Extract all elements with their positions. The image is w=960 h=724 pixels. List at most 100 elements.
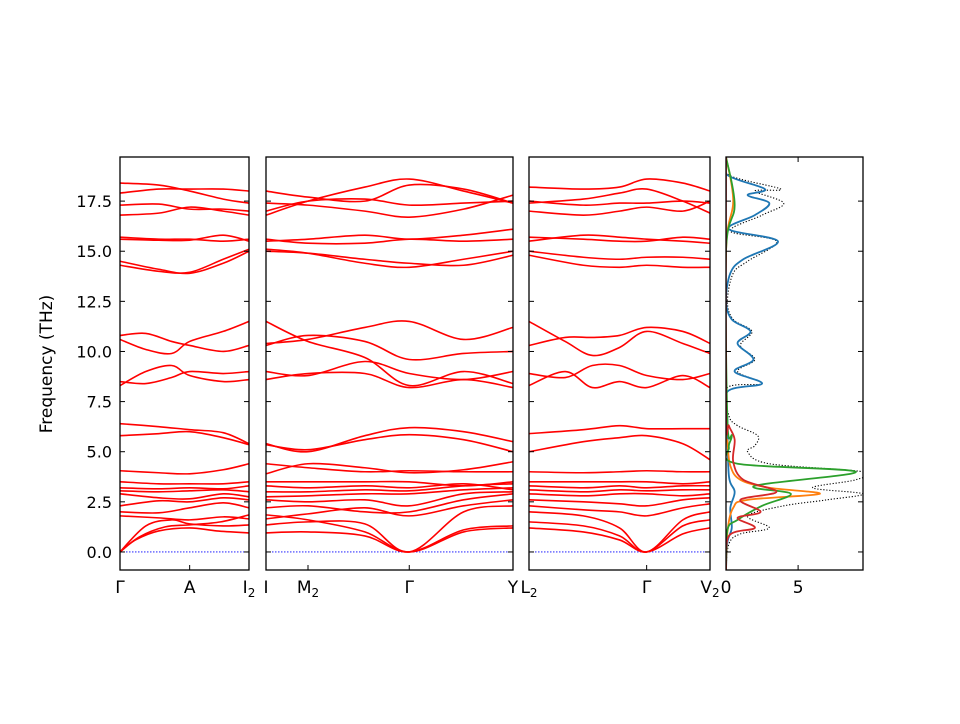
k-point-label: Γ	[115, 578, 125, 598]
phonon-band	[119, 515, 250, 521]
phonon-band	[265, 480, 514, 487]
phonon-band	[528, 497, 711, 507]
phonon-band	[528, 363, 711, 381]
phonon-band	[528, 234, 711, 245]
k-point-label: I2	[243, 578, 256, 600]
band-panel-frame	[265, 156, 514, 571]
phonon-band	[119, 236, 250, 243]
phonon-band	[119, 502, 250, 514]
phonon-band	[528, 200, 711, 206]
k-point-label: I	[263, 578, 268, 598]
band-panel-3: L2 Γ V2	[520, 156, 720, 600]
phonon-band	[528, 187, 711, 214]
phonon-band	[265, 487, 514, 498]
phonon-band	[265, 491, 514, 507]
phonon-band	[265, 194, 514, 218]
phonon-band	[119, 206, 250, 216]
phonon-band	[265, 250, 514, 267]
phonon-band	[119, 480, 250, 485]
band-panel-2: I M2 Γ Y	[263, 156, 519, 600]
phonon-band	[265, 426, 514, 453]
phonon-band	[265, 460, 514, 475]
phonon-band	[528, 250, 711, 261]
phonon-band	[119, 187, 250, 194]
phonon-band	[265, 360, 514, 381]
phonon-band	[265, 482, 514, 491]
k-point-label: Γ	[642, 578, 652, 598]
k-point-label: V2	[700, 578, 719, 600]
phonon-band	[528, 488, 711, 493]
phonon-band	[119, 364, 250, 387]
dos-curve-2	[726, 157, 779, 570]
phonon-band	[119, 485, 250, 490]
phonon-band	[119, 519, 250, 553]
y-tick-label: 17.5	[76, 192, 112, 211]
phonon-band	[265, 505, 514, 553]
k-point-label: L2	[520, 578, 537, 600]
phonon-band	[119, 430, 250, 446]
phonon-band	[528, 320, 711, 357]
phonon-band	[528, 200, 711, 216]
phonon-band	[528, 503, 711, 517]
phonon-band	[119, 250, 250, 275]
phonon-band	[265, 248, 514, 269]
y-axis-label: Frequency (THz)	[37, 295, 57, 434]
phonon-band	[528, 511, 711, 553]
phonon-band	[119, 332, 250, 353]
phonon-band	[265, 183, 514, 204]
phonon-band	[119, 320, 250, 355]
phonon-band	[119, 488, 250, 493]
band-panels: 0.0 2.5 5.0 7.5 10.0 12.5 15.0 17.5 Γ A I2 I M2 Γ Y L2 Γ…	[76, 156, 720, 600]
y-tick-label: 15.0	[76, 242, 112, 261]
dos-panel-frame	[725, 156, 864, 571]
dos-curve-3	[726, 157, 821, 570]
y-tick-label: 10.0	[76, 342, 112, 361]
phonon-band	[119, 234, 250, 242]
phonon-band	[119, 462, 250, 475]
phonon-band	[265, 320, 514, 345]
y-tick-label: 0.0	[87, 543, 112, 562]
phonon-band	[265, 514, 514, 553]
phonon-band	[528, 434, 711, 461]
phonon-band	[119, 182, 250, 204]
phonon-band	[265, 493, 514, 514]
k-point-label: Y	[507, 578, 519, 598]
phonon-band	[265, 238, 514, 245]
phonon-band	[528, 178, 711, 192]
phonon-band	[119, 203, 250, 212]
phonon-band	[119, 370, 250, 385]
dos-curves	[726, 157, 863, 570]
band-panel-1: 0.0 2.5 5.0 7.5 10.0 12.5 15.0 17.5 Γ A I2	[76, 156, 256, 600]
phonon-band	[265, 334, 514, 361]
phonon-band	[528, 424, 710, 435]
phonon-band	[528, 480, 711, 485]
k-point-label: M2	[297, 578, 319, 600]
phonon-band	[119, 514, 250, 553]
y-tick-label: 12.5	[76, 292, 112, 311]
phonon-band	[528, 519, 711, 553]
phonon-band	[265, 499, 514, 520]
phonon-band	[265, 228, 514, 242]
phonon-band	[528, 484, 711, 489]
y-tick-label: 5.0	[87, 443, 112, 462]
phonon-band	[528, 326, 711, 347]
y-tick-label: 2.5	[87, 493, 112, 512]
phonon-band	[265, 433, 514, 453]
phonon-band	[119, 422, 250, 445]
k-point-label: A	[184, 578, 196, 598]
phonon-band	[265, 525, 514, 553]
y-tick-label: 7.5	[87, 393, 112, 412]
phonon-band	[119, 248, 250, 274]
phonon-band	[528, 254, 711, 269]
phonon-band	[528, 492, 711, 497]
k-point-label: Γ	[405, 578, 415, 598]
dos-x-tick-label: 5	[793, 578, 804, 598]
phonon-band	[119, 493, 250, 500]
phonon-band	[265, 198, 514, 212]
band-panel-frame	[119, 156, 250, 571]
phonon-band	[528, 236, 711, 243]
phonon-band	[528, 469, 711, 474]
